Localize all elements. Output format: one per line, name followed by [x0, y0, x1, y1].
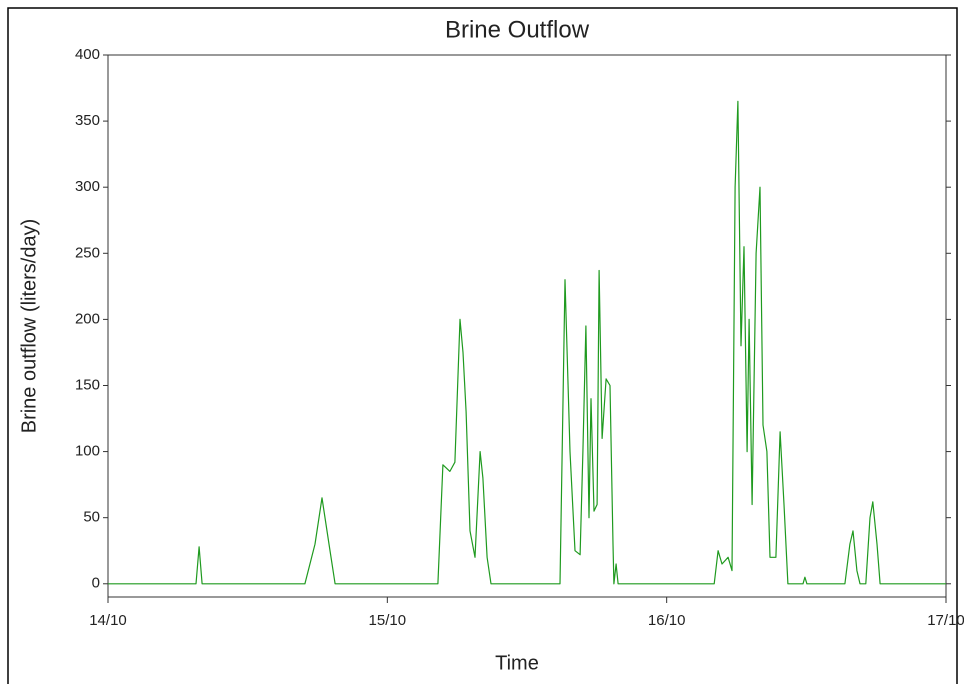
x-tick-label: 15/10	[369, 612, 407, 629]
y-tick-label: 250	[75, 244, 100, 261]
y-tick-label: 200	[75, 310, 100, 327]
y-tick-label: 150	[75, 376, 100, 393]
x-tick-label: 17/10	[927, 612, 964, 629]
y-tick-label: 400	[75, 46, 100, 63]
plot-frame	[107, 54, 947, 598]
y-tick-label: 50	[83, 509, 100, 526]
y-tick-label: 300	[75, 178, 100, 195]
x-axis-label: Time	[495, 652, 539, 674]
y-tick-label: 100	[75, 443, 100, 460]
y-tick-label: 350	[75, 112, 100, 129]
y-tick-label: 0	[92, 575, 100, 592]
data-line	[108, 100, 946, 585]
outer-frame	[7, 7, 958, 684]
x-tick-label: 16/10	[648, 612, 686, 629]
y-axis-label: Brine outflow (liters/day)	[18, 219, 40, 434]
x-tick-label: 14/10	[89, 612, 127, 629]
chart-title: Brine Outflow	[445, 16, 590, 43]
